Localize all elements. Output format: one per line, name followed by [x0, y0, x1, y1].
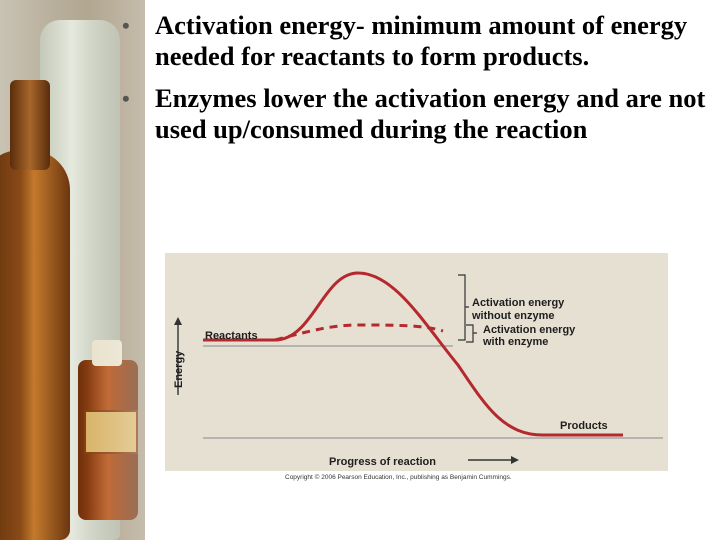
activation-with-enzyme-line2: with enzyme — [482, 336, 548, 348]
amber-bottle-label — [84, 410, 138, 454]
photo-shade — [0, 0, 145, 540]
progress-axis-label: Progress of reaction — [329, 456, 436, 468]
products-label: Products — [560, 420, 608, 432]
bullet-icon: • — [122, 13, 130, 38]
curve-without-enzyme — [203, 271, 623, 437]
amber-bottle-cap — [92, 340, 122, 366]
energy-diagram: Reactants Products Energy Progress of re… — [163, 245, 678, 485]
bullet-text: Activation energy- minimum amount of ene… — [155, 10, 688, 71]
activation-without-enzyme-line1: Activation energy — [472, 297, 565, 309]
copyright-text: Copyright © 2006 Pearson Education, Inc.… — [285, 473, 512, 481]
bottles-photo — [0, 0, 145, 540]
reactants-label: Reactants — [205, 330, 258, 342]
energy-diagram-svg: Reactants Products Energy Progress of re… — [165, 253, 668, 481]
brown-bottle-neck — [10, 80, 50, 170]
bullet-icon: • — [122, 86, 130, 111]
bullet-list: • Activation energy- minimum amount of e… — [122, 10, 717, 156]
activation-without-enzyme-line2: without enzyme — [471, 310, 555, 322]
energy-axis-arrow — [174, 317, 182, 325]
activation-with-enzyme-line1: Activation energy — [483, 324, 576, 336]
progress-axis-arrow — [511, 456, 519, 464]
brace-with-enzyme — [466, 324, 477, 343]
brown-bottle — [0, 150, 70, 540]
bullet-activation-energy: • Activation energy- minimum amount of e… — [122, 10, 717, 72]
bullet-text: Enzymes lower the activation energy and … — [155, 83, 706, 144]
brace-without-enzyme — [458, 274, 469, 341]
bullet-enzymes: • Enzymes lower the activation energy an… — [122, 83, 717, 145]
energy-axis-label: Energy — [173, 350, 185, 388]
curve-with-enzyme — [274, 323, 444, 342]
